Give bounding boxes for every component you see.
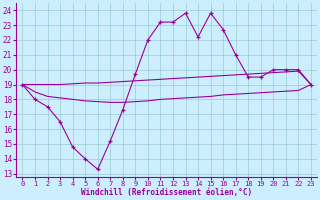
X-axis label: Windchill (Refroidissement éolien,°C): Windchill (Refroidissement éolien,°C)	[81, 188, 252, 197]
